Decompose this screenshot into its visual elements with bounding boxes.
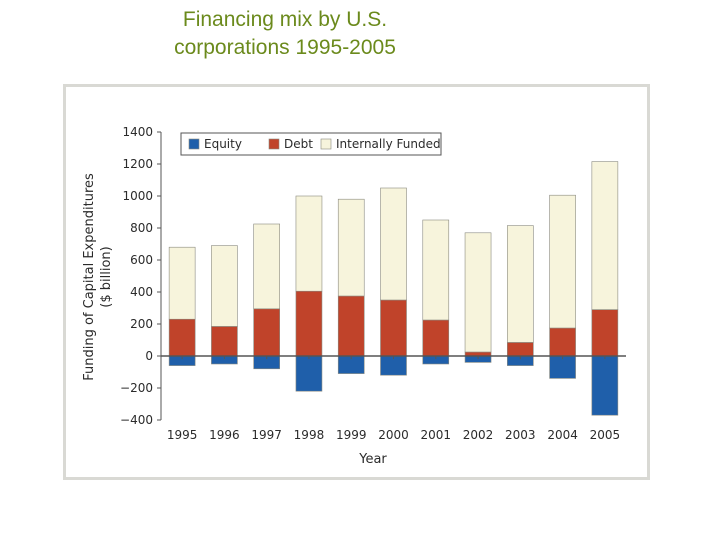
- x-label-layer: 1995 1996 1997 1998 1999 2000 2001 2002 2003 2004…: [167, 428, 620, 442]
- bar-internally-funded-2001: [422, 219, 450, 321]
- x-axis-title: Year: [358, 452, 387, 467]
- bar-debt-1995: [168, 318, 196, 357]
- bar-internally-funded-2000: [380, 187, 407, 301]
- x-tick-label: 2004: [547, 428, 578, 442]
- bar-debt-1996: [211, 326, 238, 357]
- bar-debt-1997: [253, 308, 280, 357]
- y-tick-label: 400: [130, 285, 153, 299]
- x-tick-label: 2005: [590, 428, 621, 442]
- y-axis-title-line-2: ($ billion): [99, 246, 114, 307]
- y-tick-label: 200: [130, 317, 153, 331]
- chart-frame: 1400 1200 1000 800 600 400 200 0 −200 −400 1995 19…: [63, 84, 650, 480]
- bar-debt-1998: [295, 290, 323, 357]
- bar-debt-2005: [591, 309, 619, 357]
- bar-equity-2004: [549, 355, 576, 379]
- x-tick-label: 2001: [420, 428, 451, 442]
- bar-internally-funded-1997: [253, 223, 280, 310]
- bar-internally-funded-1996: [211, 245, 238, 327]
- bar-internally-funded-2002: [464, 232, 492, 353]
- y-tick-label: 1400: [122, 125, 153, 139]
- legend-label-equity: Equity: [204, 137, 242, 151]
- bar-internally-funded-2004: [549, 194, 576, 329]
- x-tick-label: 1995: [167, 428, 198, 442]
- x-tick-label: 2003: [505, 428, 536, 442]
- legend-swatch-internally-funded: [320, 138, 332, 150]
- y-tick-label: 1200: [122, 157, 153, 171]
- bar-debt-2003: [507, 342, 534, 357]
- y-tick-label: −200: [120, 381, 153, 395]
- bar-internally-funded-1998: [295, 195, 323, 292]
- bar-layer: [168, 161, 619, 416]
- bar-equity-1998: [295, 355, 323, 392]
- bar-internally-funded-1999: [337, 198, 365, 297]
- x-tick-label: 2000: [378, 428, 409, 442]
- legend-box: [180, 132, 442, 156]
- bar-equity-2005: [591, 355, 619, 416]
- bar-debt-2001: [422, 319, 450, 357]
- bar-debt-2000: [380, 299, 407, 357]
- bar-internally-funded-2003: [507, 225, 534, 343]
- bar-debt-2004: [549, 327, 576, 357]
- legend-swatch-equity: [188, 138, 200, 150]
- y-tick-label: 600: [130, 253, 153, 267]
- y-tick-label: 800: [130, 221, 153, 235]
- y-axis-title-line-1: Funding of Capital Expenditures: [82, 173, 97, 381]
- y-tick-label: −400: [120, 413, 153, 427]
- legend-swatch-debt: [268, 138, 280, 150]
- legend: Equity Debt Internally Funded: [180, 132, 442, 156]
- tick-layer: 1400 1200 1000 800 600 400 200 0 −200 −400: [120, 125, 161, 427]
- x-tick-label: 1997: [251, 428, 282, 442]
- axis-layer: [160, 132, 626, 420]
- y-tick-label: 1000: [122, 189, 153, 203]
- y-tick-label: 0: [145, 349, 153, 363]
- bar-debt-1999: [337, 295, 365, 357]
- slide-title-line-1: Financing mix by U.S.: [182, 8, 388, 31]
- legend-label-debt: Debt: [284, 137, 313, 151]
- legend-label-internally-funded: Internally Funded: [336, 137, 441, 151]
- bar-internally-funded-2005: [591, 161, 619, 310]
- bar-internally-funded-1995: [168, 246, 196, 320]
- slide-title-line-2: corporations 1995-2005: [174, 36, 396, 59]
- x-tick-label: 2002: [463, 428, 494, 442]
- x-tick-label: 1999: [336, 428, 367, 442]
- x-tick-label: 1998: [294, 428, 325, 442]
- slide-title: Financing mix by U.S. corporations 1995-…: [120, 6, 450, 62]
- x-tick-label: 1996: [209, 428, 240, 442]
